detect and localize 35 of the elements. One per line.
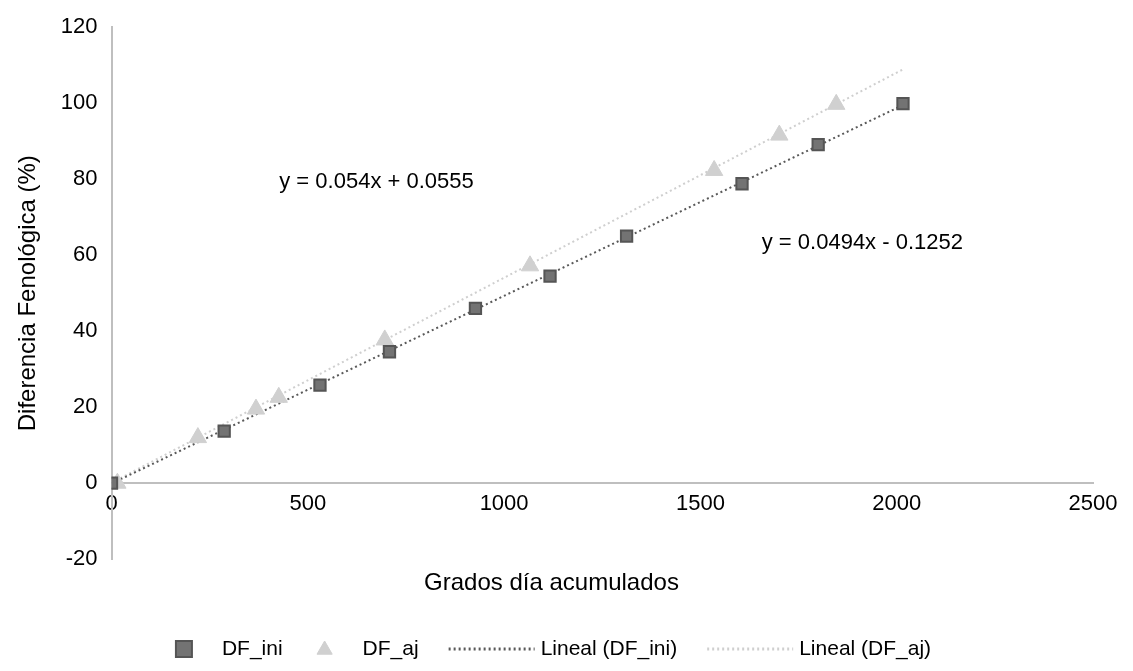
y-tick-label: 0	[85, 469, 98, 495]
y-tick-label: 120	[60, 13, 98, 39]
point	[811, 137, 825, 152]
x-tick-label: 2500	[1068, 490, 1118, 516]
point	[896, 96, 910, 111]
y-tick-label: -20	[65, 545, 98, 571]
y-axis-title: Diferencia Fenológica (%)	[13, 155, 41, 432]
point	[468, 301, 483, 316]
x-tick-label: 1000	[479, 490, 529, 516]
y-tick-label: 100	[60, 89, 98, 115]
point	[217, 424, 231, 438]
point	[246, 398, 266, 415]
y-tick-label: 40	[73, 317, 98, 343]
y-tick-label: 20	[73, 393, 98, 419]
point	[188, 427, 208, 444]
annotation: y = 0.0494x - 0.1252	[761, 228, 963, 254]
x-tick-label: 1500	[675, 490, 725, 516]
legend-label: Lineal (DF_ini)	[540, 635, 678, 660]
legend-label: Lineal (DF_aj)	[799, 635, 932, 660]
legend-label: DF_aj	[362, 635, 419, 660]
point	[619, 229, 634, 243]
point	[269, 386, 288, 403]
point	[382, 345, 397, 359]
annotation: y = 0.054x + 0.0555	[279, 167, 474, 193]
point	[520, 255, 540, 272]
x-tick-label: 500	[289, 490, 327, 516]
x-tick-label: 2000	[872, 490, 922, 516]
point	[375, 329, 394, 346]
y-tick-label: 60	[73, 241, 98, 267]
y-tick-label: 80	[73, 165, 98, 191]
point	[735, 177, 749, 191]
point	[313, 378, 327, 392]
x-axis-title: Grados día acumulados	[424, 568, 679, 596]
point	[543, 269, 557, 283]
legend-label: DF_ini	[221, 635, 283, 660]
